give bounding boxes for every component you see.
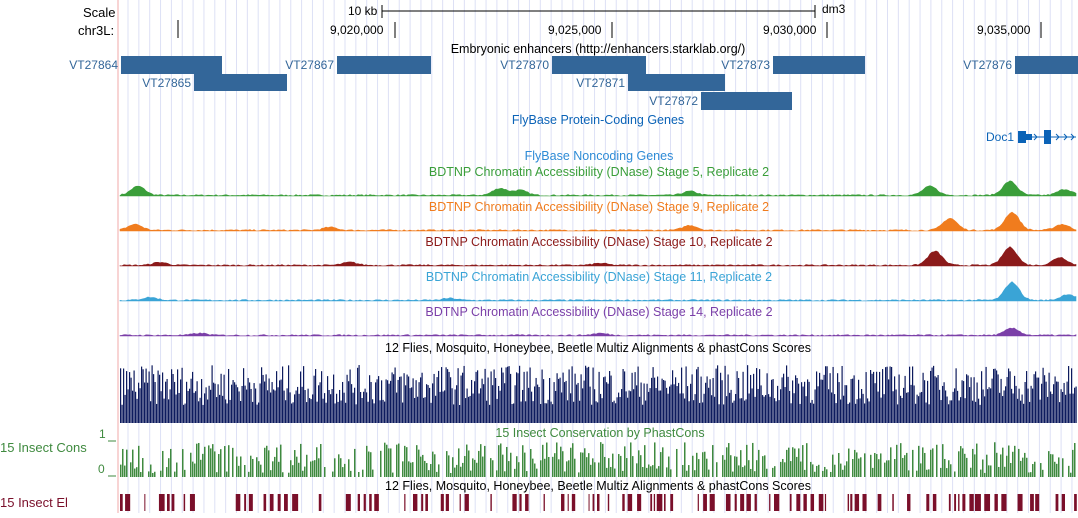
ruler-tick-2: 9,025,000 (548, 22, 613, 38)
enhancer-vt27864[interactable]: VT27864 (69, 56, 222, 74)
dnase-track-title: BDTNP Chromatin Accessibility (DNase) St… (425, 235, 772, 249)
ruler-tick-label: 9,030,000 (763, 23, 817, 37)
dnase-signal-area (119, 327, 1077, 337)
dnase-signal-area (119, 211, 1077, 232)
ruler-tick-label: 9,020,000 (330, 23, 384, 37)
enhancer-label: VT27865 (142, 76, 191, 90)
gene-label: Doc1 (986, 130, 1014, 144)
dnase-track-title: BDTNP Chromatin Accessibility (DNase) St… (429, 200, 769, 214)
assembly-label: dm3 (822, 2, 846, 16)
gene-doc1[interactable]: Doc1 (986, 130, 1076, 144)
dnase-track-stage5[interactable]: BDTNP Chromatin Accessibility (DNase) St… (119, 165, 1077, 197)
gene-exon (1044, 130, 1051, 144)
dnase-signal-area (119, 180, 1077, 197)
enhancer-vt27876[interactable]: VT27876 (963, 56, 1078, 74)
noncoding-genes-track-title: FlyBase Noncoding Genes (525, 149, 674, 163)
dnase-track-title: BDTNP Chromatin Accessibility (DNase) St… (429, 165, 769, 179)
ruler-tick-1: 9,020,000 (330, 22, 396, 38)
enhancer-label: VT27873 (721, 58, 770, 72)
enhancer-vt27867[interactable]: VT27867 (285, 56, 431, 74)
coding-genes-track-title: FlyBase Protein-Coding Genes (512, 113, 684, 127)
phastcons-axis-max: 1 (99, 427, 106, 441)
dnase-signal-area (119, 246, 1077, 267)
conserved-elements[interactable] (120, 494, 1077, 511)
enhancer-vt27871[interactable]: VT27871 (576, 74, 725, 91)
dnase-track-stage14[interactable]: BDTNP Chromatin Accessibility (DNase) St… (119, 305, 1077, 337)
phastcons-side-label[interactable]: 15 Insect Cons (0, 440, 87, 455)
enhancers-track-title: Embryonic enhancers (http://enhancers.st… (451, 42, 746, 56)
enhancer-label: VT27867 (285, 58, 334, 72)
dnase-track-title: BDTNP Chromatin Accessibility (DNase) St… (426, 270, 772, 284)
ruler-tick-4: 9,035,000 (977, 22, 1042, 38)
scale-label: Scale (83, 5, 116, 20)
scale-bar-text: 10 kb (348, 4, 378, 18)
phastcons-axis-min: 0 (98, 462, 105, 476)
phastcons-signal[interactable] (120, 442, 1076, 477)
enhancer-vt27870[interactable]: VT27870 (500, 56, 646, 74)
enhancer-label: VT27870 (500, 58, 549, 72)
ruler-tick-label: 9,035,000 (977, 23, 1031, 37)
dnase-track-stage10[interactable]: BDTNP Chromatin Accessibility (DNase) St… (119, 235, 1077, 267)
enhancer-vt27865[interactable]: VT27865 (142, 74, 287, 91)
ruler-tick-3: 9,030,000 (763, 22, 828, 38)
enhancer-features[interactable]: VT27864 VT27865 VT27867 VT27870 VT27871 … (69, 56, 1078, 110)
chrom-label: chr3L: (78, 23, 114, 38)
dnase-tracks[interactable]: BDTNP Chromatin Accessibility (DNase) St… (119, 165, 1077, 337)
multiz-track-title: 12 Flies, Mosquito, Honeybee, Beetle Mul… (385, 341, 811, 355)
dnase-track-stage9[interactable]: BDTNP Chromatin Accessibility (DNase) St… (119, 200, 1077, 232)
enhancer-vt27873[interactable]: VT27873 (721, 56, 865, 74)
dnase-track-title: BDTNP Chromatin Accessibility (DNase) St… (425, 305, 772, 319)
enhancer-vt27872[interactable]: VT27872 (649, 92, 792, 110)
dnase-signal-area (119, 281, 1077, 302)
gene-exon (1018, 131, 1026, 143)
strand-arrows-icon (1033, 133, 1075, 141)
enhancer-label: VT27871 (576, 76, 625, 90)
multiz-conservation-signal[interactable] (120, 365, 1077, 423)
enhancer-label: VT27876 (963, 58, 1012, 72)
gene-utr (1026, 134, 1032, 140)
enhancer-label: VT27864 (69, 58, 118, 72)
elements-side-label[interactable]: 15 Insect El (0, 495, 68, 510)
enhancer-label: VT27872 (649, 94, 698, 108)
dnase-track-stage11[interactable]: BDTNP Chromatin Accessibility (DNase) St… (119, 270, 1077, 302)
ruler-tick-label: 9,025,000 (548, 23, 602, 37)
phastcons-track-title: 15 Insect Conservation by PhastCons (495, 426, 704, 440)
elements-track-title: 12 Flies, Mosquito, Honeybee, Beetle Mul… (385, 479, 811, 493)
